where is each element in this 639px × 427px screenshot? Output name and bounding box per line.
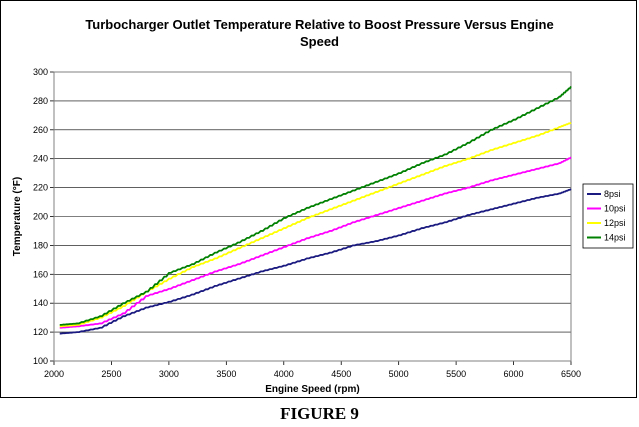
- chart-plot: 100 120 140 160 180 200 220 240 260 280 300 2000 250…: [12, 67, 634, 395]
- x-axis-title: Engine Speed (rpm): [265, 384, 359, 395]
- series-line-10psi: [59, 156, 572, 329]
- y-tick-label: 140: [33, 298, 48, 308]
- x-tick-label: 3000: [159, 369, 179, 379]
- legend-label-10psi: 10psi: [604, 204, 626, 214]
- x-tick-label: 3500: [216, 369, 236, 379]
- x-tick-label: 5000: [389, 369, 409, 379]
- legend-label-8psi: 8psi: [604, 189, 621, 199]
- x-tick-label: 6500: [561, 369, 581, 379]
- y-tick-label: 120: [33, 327, 48, 337]
- y-axis-title: Temperature (°F): [12, 177, 23, 256]
- y-tick-label: 220: [33, 183, 48, 193]
- chart-frame: Turbocharger Outlet Temperature Relative…: [0, 0, 637, 398]
- series-line-14psi: [59, 85, 572, 326]
- y-tick-label: 260: [33, 125, 48, 135]
- x-tick-label: 2000: [44, 369, 64, 379]
- y-tick-label: 160: [33, 269, 48, 279]
- x-tick-label: 4500: [331, 369, 351, 379]
- x-tick-label: 6000: [504, 369, 524, 379]
- chart-title-line1: Turbocharger Outlet Temperature Relative…: [85, 17, 554, 32]
- y-tick-label: 100: [33, 356, 48, 366]
- y-tick-label: 280: [33, 96, 48, 106]
- plot-area: [53, 71, 572, 362]
- x-tick-label: 4000: [274, 369, 294, 379]
- chart-title-line2: Speed: [299, 34, 339, 49]
- legend-label-12psi: 12psi: [604, 218, 626, 228]
- y-tick-label: 180: [33, 240, 48, 250]
- x-tick-label: 2500: [101, 369, 121, 379]
- figure-caption: FIGURE 9: [280, 404, 359, 423]
- legend-label-14psi: 14psi: [604, 233, 626, 243]
- y-tick-label: 240: [33, 154, 48, 164]
- y-tick-label: 300: [33, 67, 48, 77]
- series-line-8psi: [59, 188, 572, 335]
- x-tick-label: 5500: [446, 369, 466, 379]
- y-tick-label: 200: [33, 212, 48, 222]
